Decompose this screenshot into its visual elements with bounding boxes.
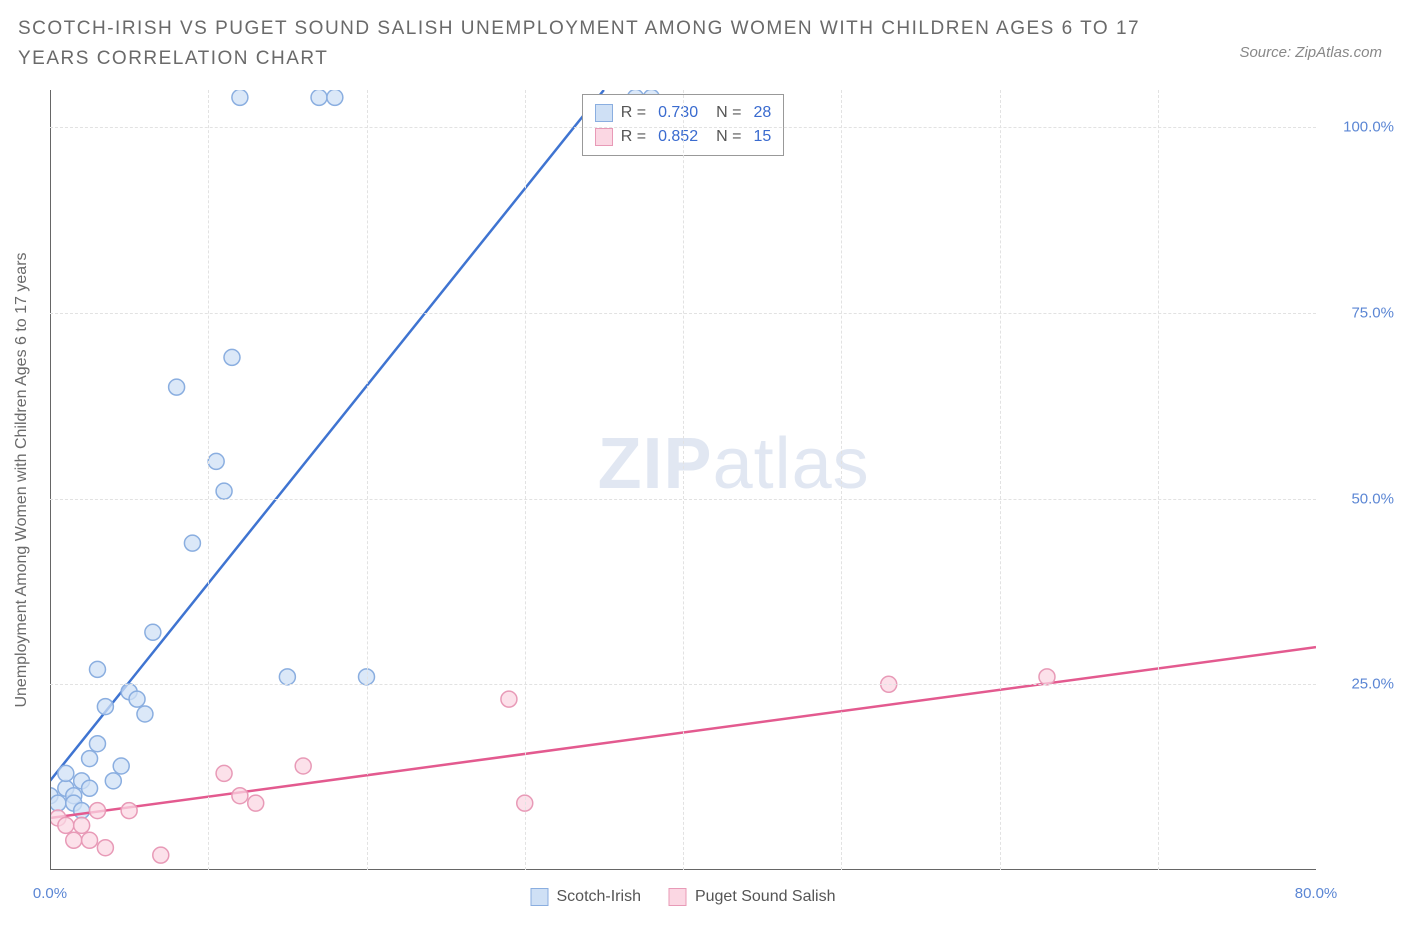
data-point xyxy=(66,832,82,848)
gridline-v xyxy=(1158,90,1159,870)
y-axis-label: Unemployment Among Women with Children A… xyxy=(13,252,31,707)
data-point xyxy=(105,773,121,789)
bottom-legend-item: Scotch-Irish xyxy=(530,888,640,906)
data-point xyxy=(232,90,248,105)
stat-r-value: 0.730 xyxy=(658,101,698,125)
stat-n-value: 28 xyxy=(753,101,771,125)
y-tick-label: 50.0% xyxy=(1351,490,1394,507)
stat-r-label: R = xyxy=(621,125,646,149)
data-point xyxy=(82,751,98,767)
chart-title: SCOTCH-IRISH VS PUGET SOUND SALISH UNEMP… xyxy=(18,14,1206,75)
legend-series-name: Scotch-Irish xyxy=(556,888,640,906)
data-point xyxy=(58,817,74,833)
chart-area: ZIPatlas Unemployment Among Women with C… xyxy=(50,90,1316,870)
y-tick-label: 75.0% xyxy=(1351,304,1394,321)
data-point xyxy=(327,90,343,105)
gridline-v xyxy=(841,90,842,870)
data-point xyxy=(295,758,311,774)
data-point xyxy=(129,691,145,707)
gridline-v xyxy=(525,90,526,870)
stat-r-label: R = xyxy=(621,101,646,125)
data-point xyxy=(224,349,240,365)
legend-swatch xyxy=(530,888,548,906)
legend-swatch xyxy=(595,128,613,146)
bottom-legend-item: Puget Sound Salish xyxy=(669,888,836,906)
data-point xyxy=(137,706,153,722)
trend-line xyxy=(50,90,604,781)
x-tick-label: 80.0% xyxy=(1295,885,1338,902)
data-point xyxy=(74,817,90,833)
data-point xyxy=(311,90,327,105)
stat-n-label: N = xyxy=(716,101,741,125)
data-point xyxy=(248,795,264,811)
data-point xyxy=(82,780,98,796)
data-point xyxy=(208,453,224,469)
data-point xyxy=(232,788,248,804)
legend-swatch xyxy=(595,104,613,122)
gridline-v xyxy=(208,90,209,870)
data-point xyxy=(169,379,185,395)
source-label: Source: ZipAtlas.com xyxy=(1239,44,1382,61)
data-point xyxy=(501,691,517,707)
data-point xyxy=(279,669,295,685)
data-point xyxy=(121,803,137,819)
y-axis-line xyxy=(50,90,51,870)
data-point xyxy=(216,765,232,781)
stat-n-label: N = xyxy=(716,125,741,149)
bottom-legend: Scotch-Irish Puget Sound Salish xyxy=(530,888,835,906)
data-point xyxy=(50,795,66,811)
gridline-v xyxy=(1000,90,1001,870)
gridline-v xyxy=(367,90,368,870)
data-point xyxy=(97,840,113,856)
data-point xyxy=(82,832,98,848)
data-point xyxy=(89,803,105,819)
gridline-v xyxy=(683,90,684,870)
stat-n-value: 15 xyxy=(753,125,771,149)
data-point xyxy=(184,535,200,551)
y-tick-label: 25.0% xyxy=(1351,676,1394,693)
data-point xyxy=(153,847,169,863)
data-point xyxy=(1039,669,1055,685)
data-point xyxy=(58,765,74,781)
data-point xyxy=(74,803,90,819)
stat-r-value: 0.852 xyxy=(658,125,698,149)
legend-series-name: Puget Sound Salish xyxy=(695,888,836,906)
data-point xyxy=(216,483,232,499)
x-tick-label: 0.0% xyxy=(33,885,67,902)
y-tick-label: 100.0% xyxy=(1343,119,1394,136)
data-point xyxy=(89,736,105,752)
legend-swatch xyxy=(669,888,687,906)
data-point xyxy=(113,758,129,774)
data-point xyxy=(145,624,161,640)
data-point xyxy=(97,699,113,715)
data-point xyxy=(89,661,105,677)
